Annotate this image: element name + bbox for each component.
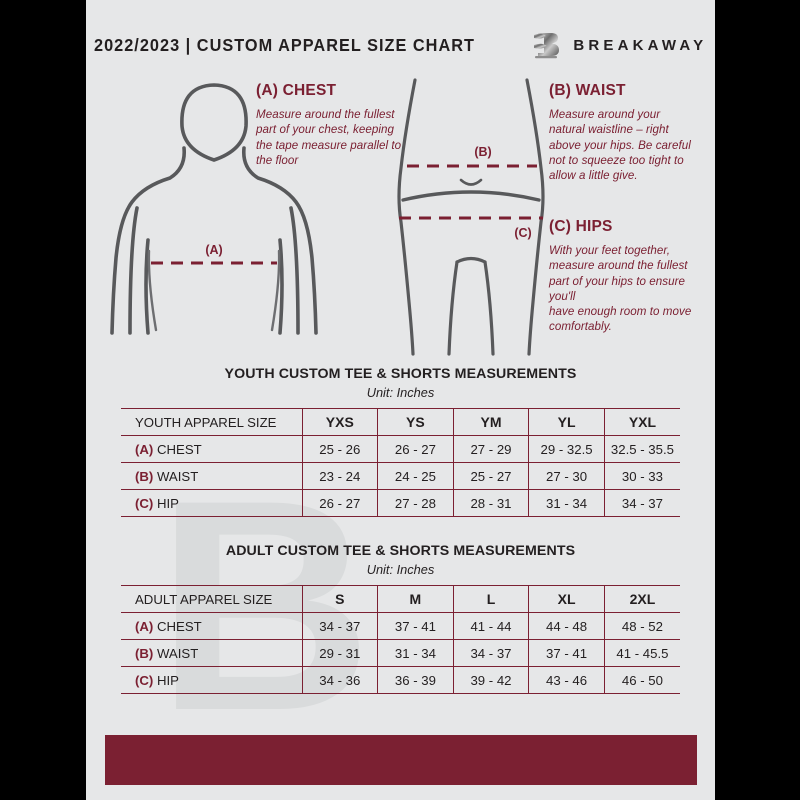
row-marker: (B)	[135, 468, 154, 484]
adult-column-header: M	[377, 585, 454, 613]
youth-column-header: YXS	[302, 408, 379, 436]
breakaway-b-logo-icon	[531, 29, 561, 61]
row-marker: (C)	[135, 672, 154, 688]
youth-measurement-cell: 25 - 27	[453, 462, 530, 490]
brand-logo-group: BREAKAWAY	[531, 29, 707, 61]
adult-measurement-cell: 43 - 46	[528, 666, 605, 694]
adult-measurement-cell: 34 - 37	[453, 639, 530, 667]
waist-instruction-block: (B) WAIST Measure around your natural wa…	[549, 82, 697, 183]
adult-measurement-cell: 31 - 34	[377, 639, 454, 667]
youth-row-label: (A) CHEST	[121, 435, 303, 463]
youth-row-label: (B) WAIST	[121, 462, 303, 490]
youth-measurement-cell: 31 - 34	[528, 489, 605, 517]
adult-measurement-cell: 48 - 52	[604, 612, 680, 640]
youth-column-header: YS	[377, 408, 454, 436]
waist-instruction-body: Measure around your natural waistline – …	[549, 108, 691, 183]
measurement-diagram: (A)	[86, 68, 715, 364]
adult-column-header: S	[302, 585, 379, 613]
adult-measurement-cell: 44 - 48	[528, 612, 605, 640]
youth-header-row: YOUTH APPAREL SIZE YXS YS YM YL YXL	[121, 408, 680, 436]
youth-table-unit: Unit: Inches	[366, 385, 435, 400]
row-marker: (A)	[135, 441, 154, 457]
adult-measurement-cell: 29 - 31	[302, 639, 379, 667]
youth-measurement-cell: 23 - 24	[302, 462, 379, 490]
youth-measurement-cell: 29 - 32.5	[528, 435, 605, 463]
youth-column-header: YM	[453, 408, 530, 436]
navel-mark	[459, 178, 483, 186]
youth-measurement-cell: 32.5 - 35.5	[604, 435, 680, 463]
hips-instruction-heading: (C) HIPS	[549, 218, 613, 235]
page-header: 2022/2023 | CUSTOM APPAREL SIZE CHART	[86, 28, 715, 62]
footer-bar	[105, 735, 697, 785]
adult-measurement-cell: 37 - 41	[528, 639, 605, 667]
youth-measurement-cell: 27 - 30	[528, 462, 605, 490]
adult-row-label: (B) WAIST	[121, 639, 303, 667]
youth-table-row: (A) CHEST 25 - 26 26 - 27 27 - 29 29 - 32.5 3…	[121, 435, 680, 463]
hip-marker-label: (C)	[514, 226, 531, 240]
youth-column-header: YXL	[604, 408, 680, 436]
adult-measurements-section: ADULT CUSTOM TEE & SHORTS MEASUREMENTS U…	[86, 543, 715, 694]
page-title: 2022/2023 | CUSTOM APPAREL SIZE CHART	[93, 34, 475, 55]
youth-measurement-cell: 34 - 37	[604, 489, 680, 517]
adult-measurement-cell: 39 - 42	[453, 666, 530, 694]
chest-instruction-body: Measure around the fullest part of your …	[256, 108, 402, 167]
youth-measurement-cell: 28 - 31	[453, 489, 530, 517]
row-marker: (A)	[135, 618, 154, 634]
adult-measurements-table: ADULT APPAREL SIZE S M L XL 2XL (A) CHEST 34 - …	[121, 585, 680, 694]
chest-marker-label: (A)	[205, 243, 222, 257]
chest-instruction-heading: (A) CHEST	[256, 82, 337, 99]
youth-table-row: (C) HIP 26 - 27 27 - 28 28 - 31 31 - 34 34 - …	[121, 489, 680, 517]
adult-table-row: (A) CHEST 34 - 37 37 - 41 41 - 44 44 - 48 48 …	[121, 612, 680, 640]
adult-measurement-cell: 36 - 39	[377, 666, 454, 694]
adult-measurement-cell: 34 - 36	[302, 666, 379, 694]
youth-table-title: YOUTH CUSTOM TEE & SHORTS MEASUREMENTS	[224, 366, 577, 382]
chest-instruction-block: (A) CHEST Measure around the fullest par…	[256, 82, 404, 168]
youth-measurement-cell: 26 - 27	[377, 435, 454, 463]
youth-measurement-cell: 30 - 33	[604, 462, 680, 490]
youth-measurement-cell: 25 - 26	[302, 435, 379, 463]
hips-instruction-body: With your feet together, measure around …	[549, 244, 692, 334]
youth-column-header: YL	[528, 408, 605, 436]
adult-row-label: (C) HIP	[121, 666, 303, 694]
youth-measurement-cell: 27 - 28	[377, 489, 454, 517]
waist-instruction-heading: (B) WAIST	[549, 82, 626, 99]
adult-table-unit: Unit: Inches	[366, 562, 435, 577]
adult-column-header: XL	[528, 585, 605, 613]
adult-table-row: (C) HIP 34 - 36 36 - 39 39 - 42 43 - 46 46 - …	[121, 666, 680, 694]
adult-size-label: ADULT APPAREL SIZE	[121, 585, 303, 613]
row-marker: (C)	[135, 495, 154, 511]
adult-column-header: L	[453, 585, 530, 613]
size-chart-page: B 2022/2023 | CUSTOM APPAREL SIZE CHART	[86, 0, 715, 800]
adult-row-label: (A) CHEST	[121, 612, 303, 640]
youth-measurement-cell: 24 - 25	[377, 462, 454, 490]
adult-measurement-cell: 34 - 37	[302, 612, 379, 640]
adult-table-row: (B) WAIST 29 - 31 31 - 34 34 - 37 37 - 41 41 …	[121, 639, 680, 667]
youth-measurements-section: YOUTH CUSTOM TEE & SHORTS MEASUREMENTS U…	[86, 366, 715, 517]
youth-measurements-table: YOUTH APPAREL SIZE YXS YS YM YL YXL (A) CHEST 2…	[121, 408, 680, 517]
adult-column-header: 2XL	[604, 585, 680, 613]
adult-measurement-cell: 41 - 45.5	[604, 639, 680, 667]
youth-measurement-cell: 26 - 27	[302, 489, 379, 517]
adult-table-title: ADULT CUSTOM TEE & SHORTS MEASUREMENTS	[225, 543, 576, 559]
front-torso-illustration: (A)	[104, 68, 354, 363]
adult-header-row: ADULT APPAREL SIZE S M L XL 2XL	[121, 585, 680, 613]
hips-instruction-block: (C) HIPS With your feet together, measur…	[549, 218, 697, 335]
row-marker: (B)	[135, 645, 154, 661]
adult-measurement-cell: 37 - 41	[377, 612, 454, 640]
waist-marker-label: (B)	[474, 145, 491, 159]
front-lower-body-illustration: (B) (C)	[391, 72, 551, 367]
adult-measurement-cell: 41 - 44	[453, 612, 530, 640]
youth-measurement-cell: 27 - 29	[453, 435, 530, 463]
youth-row-label: (C) HIP	[121, 489, 303, 517]
youth-size-label: YOUTH APPAREL SIZE	[121, 408, 303, 436]
brand-name: BREAKAWAY	[573, 36, 708, 54]
youth-table-row: (B) WAIST 23 - 24 24 - 25 25 - 27 27 - 30 30 …	[121, 462, 680, 490]
adult-measurement-cell: 46 - 50	[604, 666, 680, 694]
